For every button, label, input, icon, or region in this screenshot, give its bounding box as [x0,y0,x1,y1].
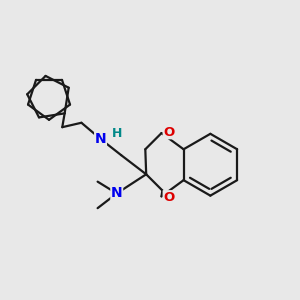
Text: N: N [95,132,106,146]
Text: H: H [112,127,122,140]
Text: N: N [111,186,123,200]
Text: O: O [163,191,175,204]
Text: O: O [163,126,175,139]
